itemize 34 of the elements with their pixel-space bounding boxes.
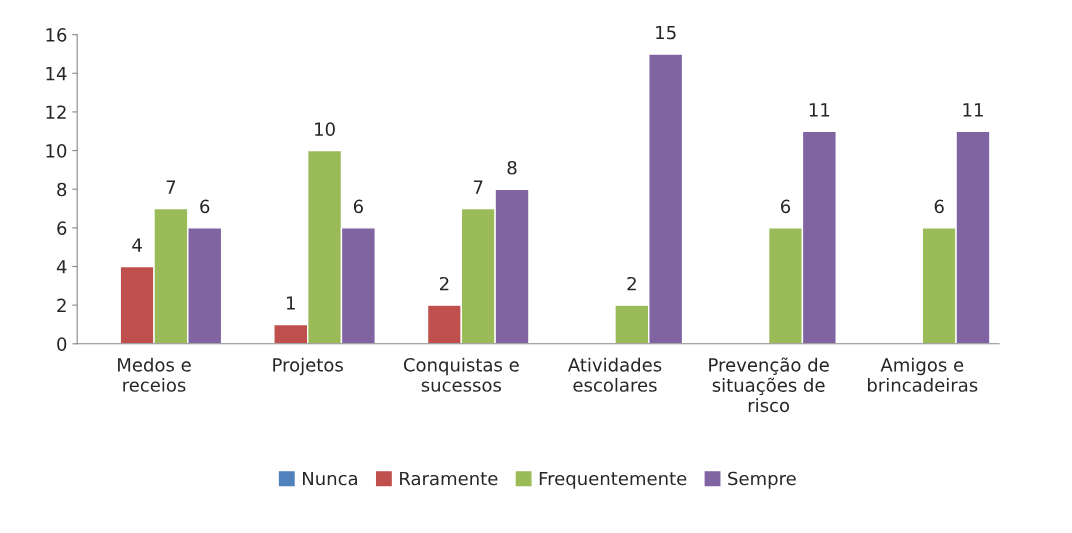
y-tick-label: 4 [56, 260, 67, 274]
data-label: 2 [627, 276, 636, 291]
data-label: 6 [781, 199, 791, 214]
data-label: 1 [287, 296, 295, 310]
data-label: 15 [656, 25, 676, 40]
y-tick-label: 8 [57, 182, 67, 197]
data-label: 8 [507, 160, 517, 175]
y-tick-label: 10 [46, 144, 67, 158]
legend-label: Raramente [400, 471, 498, 486]
data-label: 6 [353, 199, 363, 214]
x-tick-label: Atividades escolares [567, 357, 662, 392]
y-tick-label: 16 [46, 28, 67, 42]
y-tick-label: 0 [57, 337, 67, 351]
y-tick-label: 2 [57, 298, 66, 312]
data-label: 11 [809, 103, 830, 117]
data-label: 10 [315, 122, 335, 136]
legend-label: Sempre [728, 471, 796, 489]
x-tick-label: Projetos [273, 357, 343, 376]
data-label: 2 [439, 276, 449, 291]
x-tick-label: Conquistas e sucessos [403, 357, 519, 392]
x-tick-label: Medos e receios [118, 357, 191, 392]
data-label: 11 [963, 103, 983, 117]
data-label: 6 [200, 199, 210, 214]
x-tick-label: Prevenção de situações de risco [709, 357, 829, 413]
x-tick-label: Amigos e brincadeiras [868, 357, 978, 392]
y-tick-label: 6 [57, 221, 67, 235]
y-tick-label: 14 [46, 66, 67, 81]
legend-label: Frequentemente [539, 471, 687, 489]
data-label: 7 [166, 180, 176, 194]
y-tick-label: 12 [46, 105, 66, 119]
data-label: 6 [934, 199, 944, 214]
data-label: 7 [473, 180, 483, 194]
legend-label: Nunca [303, 471, 357, 486]
data-label: 4 [132, 238, 142, 252]
